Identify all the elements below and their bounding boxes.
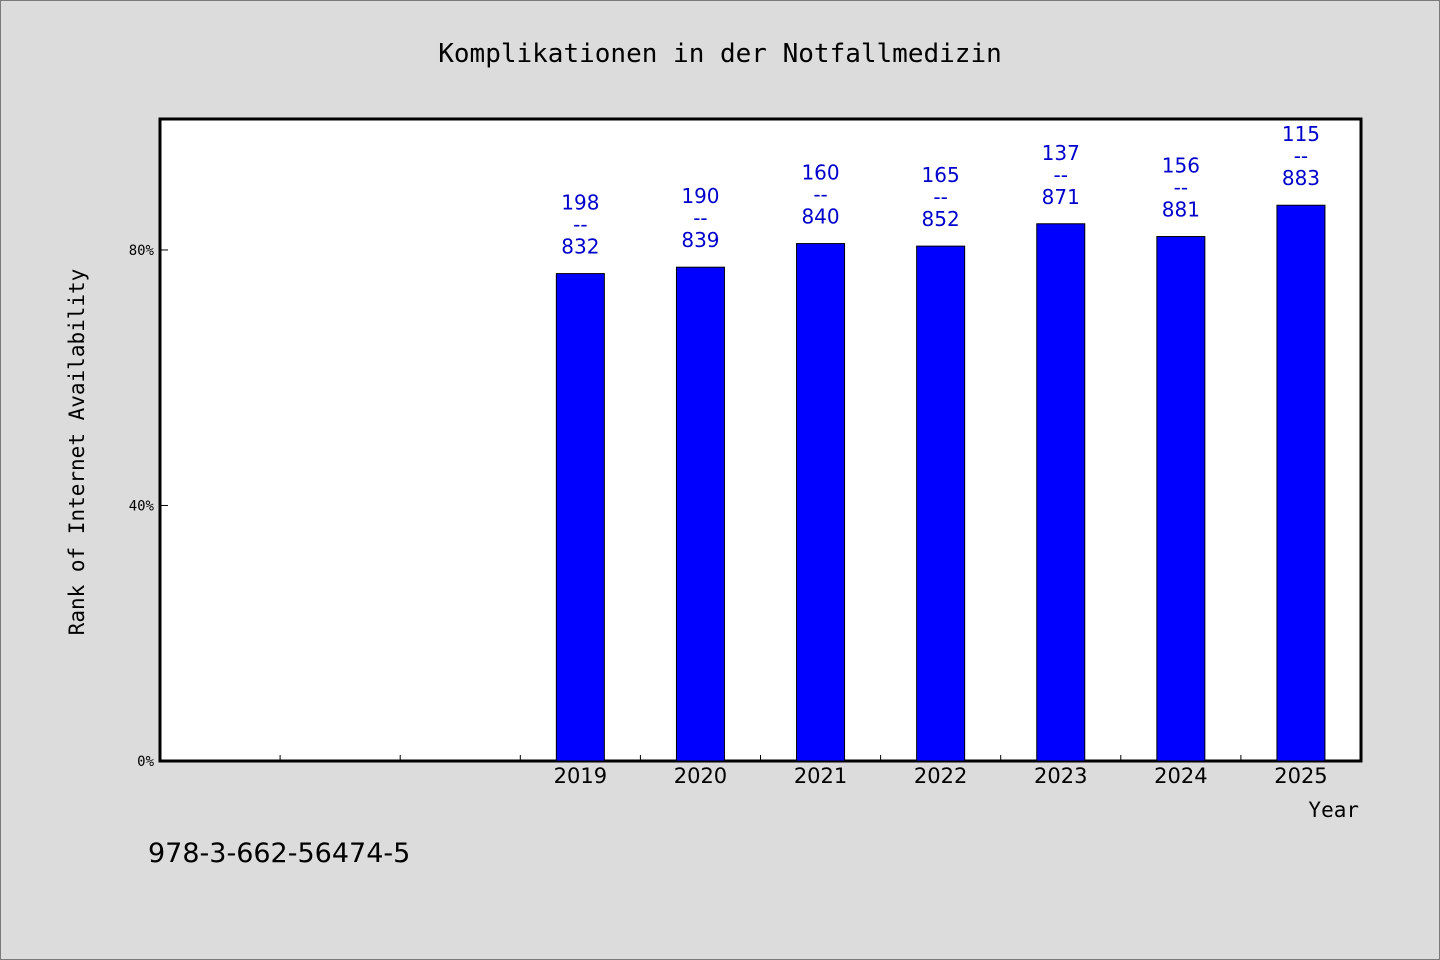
x-tick-label: 2023: [1034, 764, 1087, 788]
data-label: --: [933, 185, 947, 209]
data-label: 832: [561, 235, 599, 259]
bar: [675, 266, 725, 762]
y-tick-labels: 0% 40% 80%: [129, 243, 155, 770]
bar: [555, 273, 605, 762]
x-tick-label: 2021: [794, 764, 847, 788]
data-label: 198: [561, 191, 599, 215]
bar: [1036, 223, 1086, 762]
x-tick-label: 2024: [1154, 764, 1207, 788]
bars: [555, 204, 1326, 762]
x-tick-labels: 2019 2020 2021 2022 2023 2024 2025: [554, 764, 1328, 788]
data-label: 839: [681, 228, 719, 252]
data-label: 871: [1042, 185, 1080, 209]
data-label: --: [573, 213, 587, 237]
y-tick-label: 0%: [137, 754, 154, 770]
isbn-text: 978-3-662-56474-5: [148, 838, 410, 869]
x-tick-label: 2019: [554, 764, 607, 788]
data-label: --: [693, 206, 707, 230]
x-axis-label: Year: [1308, 798, 1359, 822]
bar: [1156, 236, 1206, 762]
data-label: --: [1054, 163, 1068, 187]
data-label: 137: [1042, 141, 1080, 165]
x-tick-label: 2020: [674, 764, 727, 788]
y-tick-label: 80%: [129, 243, 155, 259]
data-label: 840: [801, 205, 839, 229]
data-label: 190: [681, 184, 719, 208]
data-label: 881: [1162, 198, 1200, 222]
chart-title: Komplikationen in der Notfallmedizin: [438, 39, 1002, 69]
data-label: 115: [1282, 122, 1320, 146]
data-label: --: [1174, 176, 1188, 200]
data-labels: 198--832190--839160--840165--852137--871…: [561, 122, 1320, 258]
x-tick-label: 2022: [914, 764, 967, 788]
bar: [916, 245, 966, 762]
data-label: 852: [922, 207, 960, 231]
y-tick-label: 40%: [129, 498, 155, 514]
data-label: 165: [922, 163, 960, 187]
data-label: --: [813, 183, 827, 207]
axis-ticks: [160, 249, 1242, 761]
x-tick-label: 2025: [1274, 764, 1327, 788]
bar: [796, 243, 846, 762]
y-axis-label: Rank of Internet Availability: [65, 269, 89, 636]
data-label: 160: [801, 161, 839, 185]
data-label: 883: [1282, 166, 1320, 190]
bar: [1276, 204, 1326, 762]
data-label: 156: [1162, 154, 1200, 178]
data-label: --: [1294, 144, 1308, 168]
